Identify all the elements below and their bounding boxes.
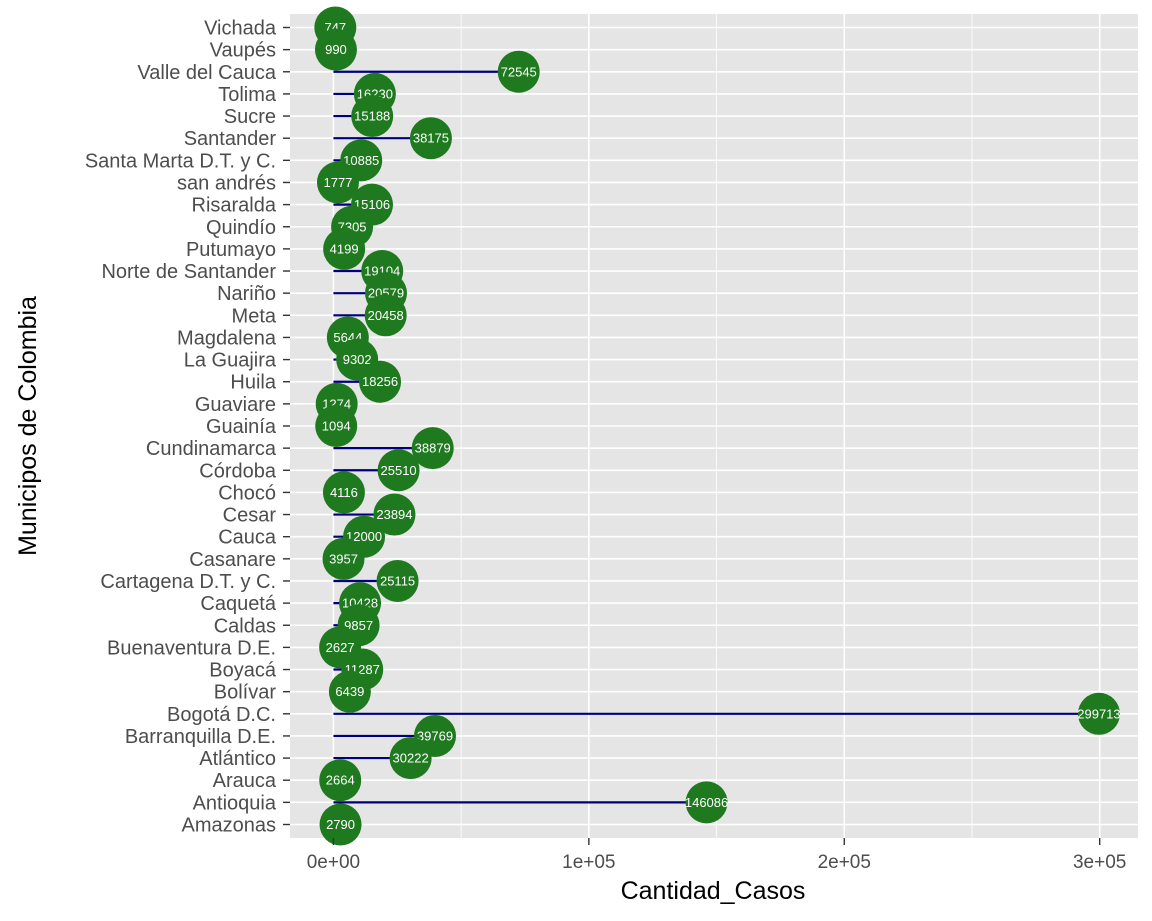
point xyxy=(685,781,728,824)
y-tick-label: Nariño xyxy=(217,283,276,305)
value-label: 38879 xyxy=(415,441,451,456)
y-tick-label: Guainía xyxy=(206,416,277,438)
y-tick-label: Caquetá xyxy=(200,593,276,615)
y-tick-label: Barranquilla D.E. xyxy=(125,726,276,748)
y-tick-label: Cundinamarca xyxy=(146,438,277,460)
point xyxy=(319,759,362,802)
point xyxy=(376,559,419,602)
value-label: 299713 xyxy=(1077,706,1120,721)
point xyxy=(373,493,416,536)
value-label: 10885 xyxy=(343,153,379,168)
value-label: 23894 xyxy=(376,507,412,522)
y-tick-label: Atlántico xyxy=(199,748,276,770)
value-label: 15188 xyxy=(354,109,390,124)
y-tick-label: Meta xyxy=(232,305,277,327)
point xyxy=(359,360,402,403)
value-label: 12000 xyxy=(346,529,382,544)
y-tick-label: La Guajira xyxy=(184,350,277,372)
y-tick-label: Arauca xyxy=(213,770,277,792)
y-tick-label: Santander xyxy=(184,128,277,150)
value-label: 30222 xyxy=(393,751,429,766)
point xyxy=(1077,692,1120,735)
point xyxy=(315,405,358,447)
y-tick-label: Risaralda xyxy=(192,195,277,217)
y-tick-label: Norte de Santander xyxy=(101,261,276,283)
value-label: 15106 xyxy=(354,197,390,212)
point xyxy=(364,294,407,337)
value-label: 1094 xyxy=(322,419,351,434)
point xyxy=(377,449,420,492)
value-label: 18256 xyxy=(362,374,398,389)
point xyxy=(389,737,432,780)
y-tick-label: Magdalena xyxy=(177,327,277,349)
value-label: 6439 xyxy=(335,684,364,699)
value-label: 25510 xyxy=(381,463,417,478)
value-label: 38175 xyxy=(413,131,449,146)
y-tick-label: Huila xyxy=(230,372,276,394)
value-label: 1777 xyxy=(323,175,352,190)
x-axis-title: Cantidad_Casos xyxy=(621,877,806,905)
point xyxy=(322,537,365,580)
y-tick-label: Amazonas xyxy=(182,815,277,837)
y-tick-label: Córdoba xyxy=(199,460,277,482)
x-tick-label: 1e+05 xyxy=(562,852,615,873)
value-label: 72545 xyxy=(501,64,537,79)
point xyxy=(497,50,540,93)
y-tick-label: Bogotá D.C. xyxy=(167,704,276,726)
point xyxy=(314,28,357,71)
y-axis-title: Municipos de Colombia xyxy=(14,296,42,556)
value-label: 146086 xyxy=(685,795,728,810)
value-label: 990 xyxy=(325,42,347,57)
x-tick-label: 3e+05 xyxy=(1073,852,1126,873)
y-tick-label: Antioquia xyxy=(193,792,277,814)
point xyxy=(316,161,359,204)
point xyxy=(323,227,366,270)
value-label: 9857 xyxy=(344,618,373,633)
x-tick-label: 0e+00 xyxy=(307,852,360,873)
y-tick-label: Caldas xyxy=(214,615,276,637)
value-label: 2627 xyxy=(326,640,355,655)
point xyxy=(411,427,454,470)
y-tick-label: Bolívar xyxy=(214,682,277,704)
point xyxy=(409,117,452,160)
y-tick-label: Valle del Cauca xyxy=(137,62,276,84)
value-label: 2664 xyxy=(326,773,355,788)
x-axis: 0e+00 1e+05 2e+05 3e+05 xyxy=(307,838,1126,873)
y-tick-label: Tolima xyxy=(218,84,277,106)
points: 7479907254516230151883817510885177715106… xyxy=(314,6,1121,846)
y-tick-label: Chocó xyxy=(218,482,276,504)
y-tick-label: Quindío xyxy=(206,217,276,239)
y-tick-label: Santa Marta D.T. y C. xyxy=(85,150,276,172)
value-label: 39769 xyxy=(417,728,453,743)
x-tick-label: 2e+05 xyxy=(818,852,871,873)
grid-lines xyxy=(290,14,1138,838)
y-tick-label: Casanare xyxy=(189,549,276,571)
y-tick-label: Sucre xyxy=(224,106,276,128)
point xyxy=(322,471,365,514)
value-label: 25115 xyxy=(380,573,415,588)
value-label: 9302 xyxy=(343,352,372,367)
y-tick-label: Cauca xyxy=(218,527,277,549)
y-tick-label: Cesar xyxy=(223,505,277,527)
y-tick-label: Guaviare xyxy=(195,394,276,416)
value-label: 3957 xyxy=(329,551,358,566)
y-tick-label: Boyacá xyxy=(209,660,277,682)
y-tick-label: Vichada xyxy=(204,18,277,40)
y-tick-label: Buenaventura D.E. xyxy=(107,637,276,659)
point xyxy=(328,670,371,713)
y-tick-label: Vaupés xyxy=(210,40,276,62)
value-label: 2790 xyxy=(326,817,355,832)
value-label: 4199 xyxy=(330,241,359,256)
y-tick-label: Cartagena D.T. y C. xyxy=(100,571,276,593)
y-tick-label: Putumayo xyxy=(186,239,276,261)
y-tick-label: san andrés xyxy=(177,172,276,194)
point xyxy=(351,95,394,138)
point xyxy=(319,803,362,846)
value-label: 20458 xyxy=(368,308,404,323)
value-label: 4116 xyxy=(330,485,358,500)
